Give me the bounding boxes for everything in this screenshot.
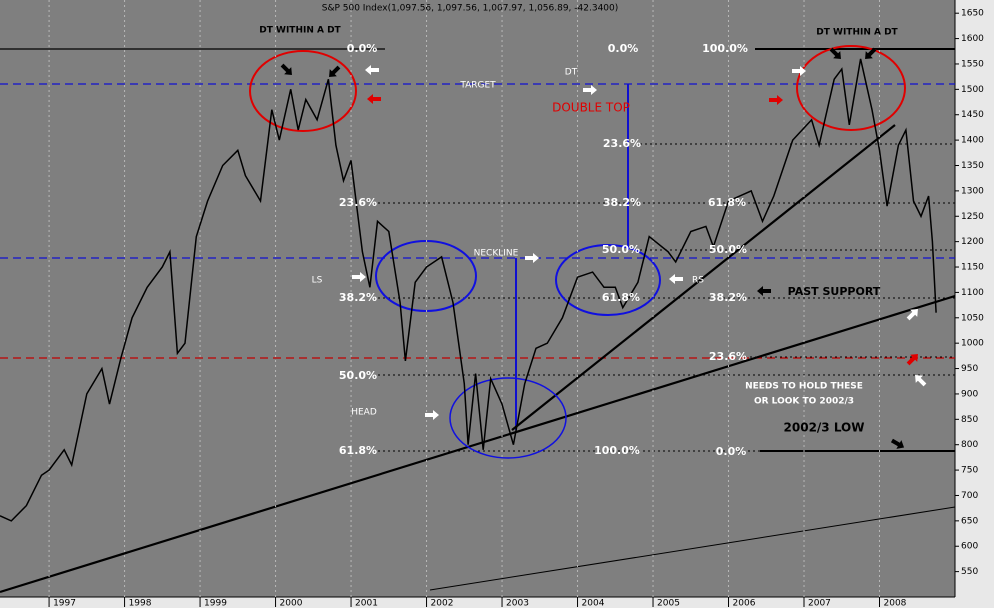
plot-area	[0, 0, 955, 597]
annotation: 61.8%	[602, 291, 640, 304]
annotation: NECKLINE	[474, 249, 519, 259]
annotation: 0.0%	[608, 42, 639, 55]
x-tick-label: 2001	[355, 599, 378, 608]
arrow	[425, 410, 439, 420]
annotation: 61.8%	[339, 444, 377, 457]
annotation: 38.2%	[339, 291, 377, 304]
annotation: TARGET	[459, 81, 496, 91]
arrow	[829, 47, 841, 59]
annotation-lines	[0, 45, 956, 594]
annotation: 38.2%	[709, 291, 747, 304]
arrow	[757, 286, 771, 296]
annotation: HEAD	[351, 408, 377, 418]
y-tick-label: 1450	[961, 110, 984, 120]
fib-lines	[378, 143, 955, 452]
arrow	[865, 47, 877, 59]
trend-line	[511, 124, 896, 431]
arrow	[352, 272, 366, 282]
y-tick-label: 750	[961, 466, 978, 476]
annotation: 61.8%	[708, 196, 746, 209]
y-tick-label: 1500	[961, 85, 984, 95]
x-tick-label: 2005	[657, 599, 680, 608]
x-tick-label: 2008	[884, 599, 907, 608]
circle	[449, 377, 567, 459]
circle	[555, 244, 661, 316]
y-tick-label: 1600	[961, 34, 984, 44]
annotation: 23.6%	[709, 350, 747, 363]
arrow	[669, 274, 683, 284]
y-tick-label: 900	[961, 389, 978, 399]
arrow	[906, 354, 918, 366]
x-tick-label: 2002	[431, 599, 454, 608]
y-tick-label: 700	[961, 491, 978, 501]
arrow	[583, 85, 597, 95]
x-tick-label: 2007	[808, 599, 831, 608]
y-tick-label: 1650	[961, 9, 984, 19]
trend-line	[0, 294, 956, 594]
annotation: 38.2%	[603, 196, 641, 209]
annotation: 100.0%	[594, 444, 640, 457]
annotation: 50.0%	[339, 369, 377, 382]
y-tick-label: 1250	[961, 212, 984, 222]
annotation: LS	[312, 276, 323, 286]
price-line	[0, 58, 937, 522]
arrow	[280, 63, 292, 75]
x-tick-label: 1999	[204, 599, 227, 608]
y-tick-label: 1350	[961, 161, 984, 171]
x-tick-label: 1998	[129, 599, 152, 608]
annotation: DOUBLE TOP	[552, 101, 630, 115]
annotation: 50.0%	[602, 243, 640, 256]
arrow	[329, 65, 341, 77]
y-tick-label: 1300	[961, 186, 984, 196]
arrow	[915, 375, 927, 387]
circle	[796, 45, 906, 131]
annotation: DT WITHIN A DT	[259, 26, 341, 36]
annotation: RS	[692, 276, 704, 286]
y-tick-label: 550	[961, 567, 978, 577]
y-tick-label: 1000	[961, 339, 984, 349]
y-tick-label: 1150	[961, 263, 984, 273]
arrow	[525, 253, 539, 263]
annotation: OR LOOK TO 2002/3	[754, 397, 854, 407]
x-tick-label: 2006	[733, 599, 756, 608]
circle	[375, 240, 477, 312]
y-tick-label: 850	[961, 415, 978, 425]
arrow	[906, 309, 918, 321]
arrow	[769, 95, 783, 105]
annotation: 0.0%	[347, 42, 378, 55]
annotation: 23.6%	[603, 137, 641, 150]
y-tick-label: 1100	[961, 288, 984, 298]
arrow	[792, 66, 806, 76]
chart-title: S&P 500 Index(1,097.56, 1,097.56, 1,007.…	[322, 4, 619, 14]
annotation: PAST SUPPORT	[788, 285, 881, 298]
annotation: DT WITHIN A DT	[816, 28, 898, 38]
y-tick-label: 800	[961, 440, 978, 450]
y-tick-label: 600	[961, 542, 978, 552]
y-tick-label: 1050	[961, 313, 984, 323]
x-tick-label: 2004	[582, 599, 605, 608]
y-tick-label: 1200	[961, 237, 984, 247]
x-tick-label: 1997	[53, 599, 76, 608]
annotation: 23.6%	[339, 196, 377, 209]
arrow	[365, 65, 379, 75]
annotation: 0.0%	[716, 445, 747, 458]
circle	[249, 50, 357, 132]
annotation: 100.0%	[702, 42, 748, 55]
y-tick-label: 950	[961, 364, 978, 374]
arrow	[367, 94, 381, 104]
annotation: 2002/3 LOW	[784, 421, 865, 435]
arrow	[890, 438, 905, 449]
annotation: 50.0%	[709, 243, 747, 256]
y-tick-label: 650	[961, 516, 978, 526]
x-tick-label: 2000	[280, 599, 303, 608]
trend-line	[429, 506, 956, 591]
x-tick-label: 2003	[506, 599, 529, 608]
y-tick-label: 1550	[961, 59, 984, 69]
annotation: NEEDS TO HOLD THESE	[745, 382, 863, 392]
annotation: DT	[565, 68, 578, 78]
y-tick-label: 1400	[961, 136, 984, 146]
